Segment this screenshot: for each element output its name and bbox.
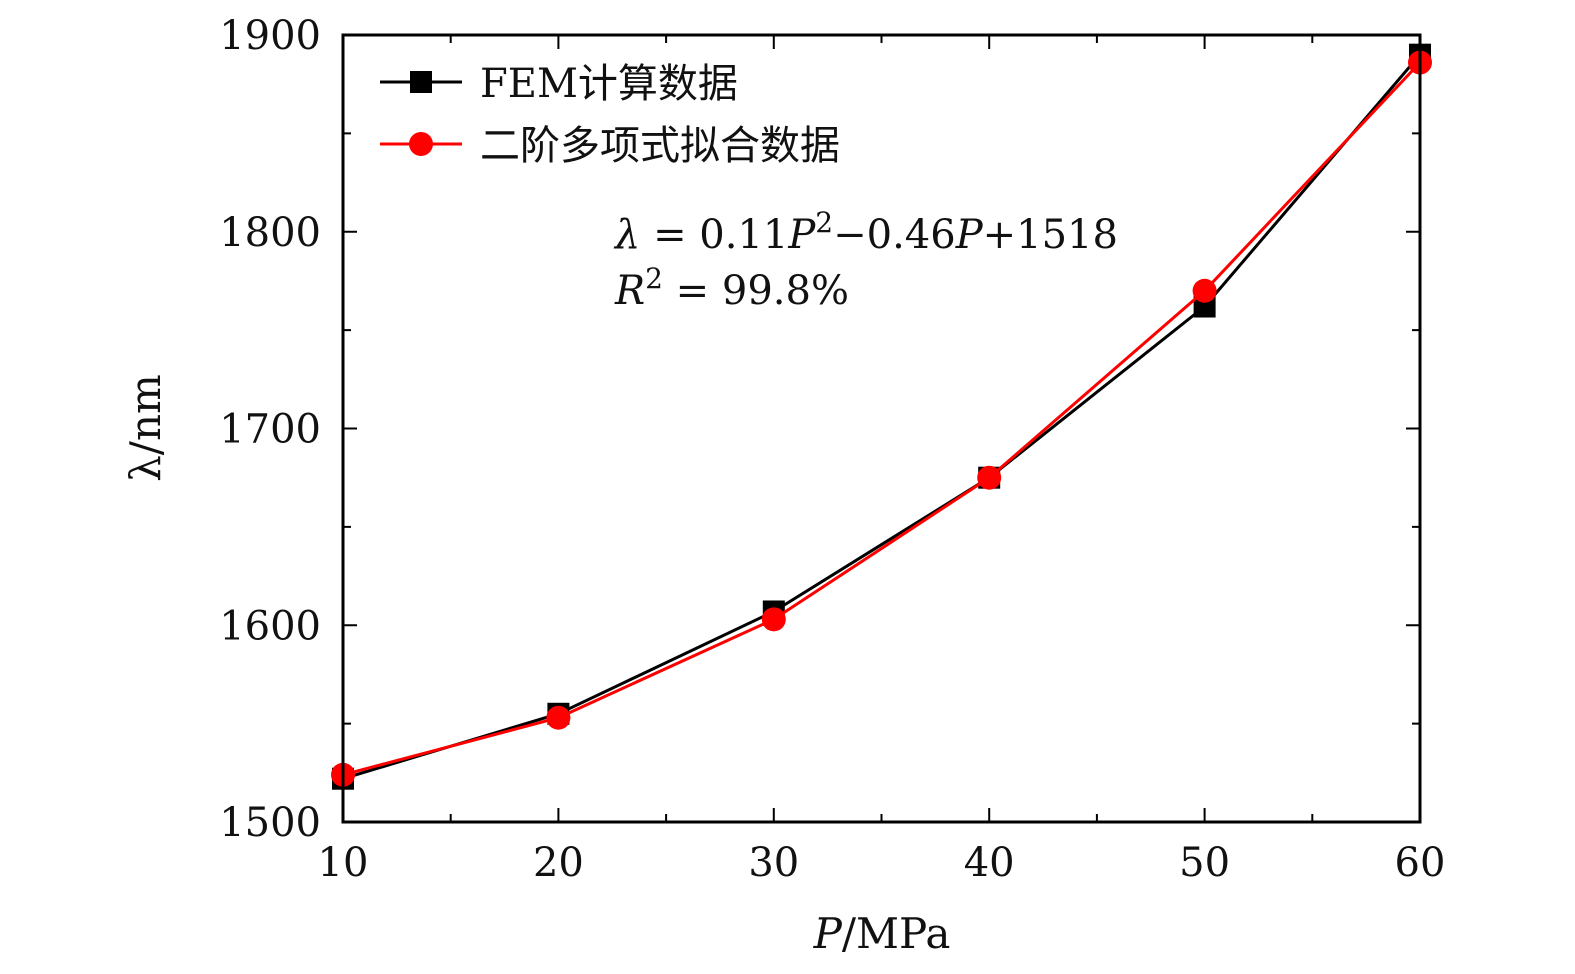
y-axis-var: λ <box>121 455 170 482</box>
plot-frame <box>341 33 1422 824</box>
eq-part1: = 0.11 <box>640 212 788 258</box>
x-axis-title: P/MPa <box>813 909 951 958</box>
x-tick-label: 60 <box>1395 840 1446 886</box>
eq-lambda: λ <box>613 212 640 258</box>
legend-label-fit: 二阶多项式拟合数据 <box>480 123 840 169</box>
series-layer <box>331 43 1432 790</box>
legend-label-fem: FEM计算数据 <box>480 61 738 107</box>
x-axis-ticks: 10 20 30 40 50 60 <box>318 35 1446 886</box>
y-tick-label: 1700 <box>219 407 321 453</box>
eq-sup: 2 <box>815 206 833 239</box>
eq-mid: −0.46 <box>833 212 956 258</box>
x-tick-label: 10 <box>318 840 369 886</box>
y-tick-label: 1500 <box>219 800 321 846</box>
r2-value: = 99.8% <box>663 268 849 314</box>
y-axis-ticks: 1500 1600 1700 1800 1900 <box>219 13 1420 846</box>
eq-p2: P <box>955 212 984 258</box>
eq-p1: P <box>787 212 816 258</box>
y-tick-label: 1800 <box>219 210 321 256</box>
fit-equation: λ = 0.11P2−0.46P+1518 <box>613 206 1118 258</box>
r2-sup: 2 <box>645 262 663 295</box>
y-axis-unit: /nm <box>121 374 170 455</box>
y-tick-label: 1900 <box>219 13 321 59</box>
x-tick-label: 50 <box>1179 840 1230 886</box>
x-tick-label: 40 <box>964 840 1015 886</box>
data-point-circle <box>546 705 571 730</box>
x-tick-label: 30 <box>748 840 799 886</box>
legend-marker-fit <box>409 132 433 156</box>
x-axis-unit: /MPa <box>842 909 951 958</box>
x-tick-label: 20 <box>533 840 584 886</box>
series-line-1 <box>342 53 1422 781</box>
y-axis-title: λ/nm <box>121 374 170 482</box>
data-point-circle <box>1192 278 1217 303</box>
data-point-circle <box>977 465 1002 490</box>
legend-marker-fem <box>410 71 432 93</box>
r-squared: R2 = 99.8% <box>614 262 849 314</box>
y-tick-label: 1600 <box>219 603 321 649</box>
legend: FEM计算数据 二阶多项式拟合数据 <box>380 61 840 169</box>
x-axis-var: P <box>813 909 843 958</box>
data-point-circle <box>761 607 786 632</box>
r2-r: R <box>614 268 645 314</box>
series-line-2 <box>342 61 1422 777</box>
eq-tail: +1518 <box>983 212 1118 258</box>
